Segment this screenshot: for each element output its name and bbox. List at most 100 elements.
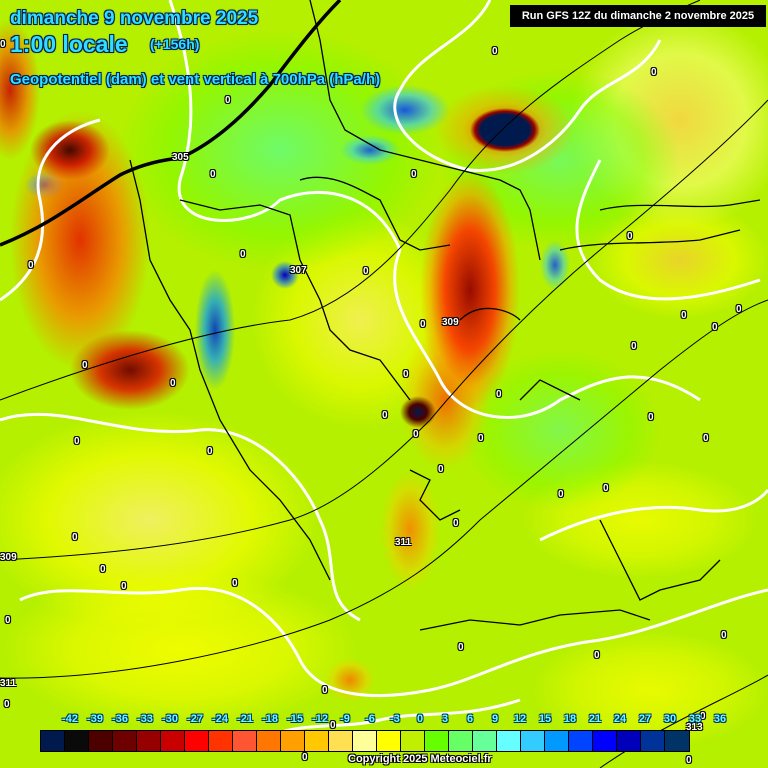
colorbar-tick-labels: -42 -39 -36 -33 -30 -27 -24 -21 -18 -15 -12 -9 -6 -3 0… xyxy=(40,713,740,727)
forecast-lead-time: (+156h) xyxy=(150,36,200,52)
zero-contour-label: 0 xyxy=(240,249,246,260)
colorbar-cell xyxy=(305,731,329,751)
forecast-date: dimanche 9 novembre 2025 xyxy=(10,8,259,29)
colorbar-tick: -33 xyxy=(137,713,153,725)
colorbar-cell xyxy=(449,731,473,751)
zero-contour-label: 0 xyxy=(703,433,709,444)
colorbar-tick: -39 xyxy=(87,713,103,725)
colorbar-tick: -27 xyxy=(187,713,203,725)
zero-contour-label: 0 xyxy=(492,46,498,57)
colorbar-cell xyxy=(593,731,617,751)
borders-coastlines xyxy=(129,0,761,631)
colorbar-cell xyxy=(89,731,113,751)
zero-contour-label: 0 xyxy=(712,322,718,333)
zero-contour-label: 0 xyxy=(382,410,388,421)
zero-contours xyxy=(0,0,768,742)
zero-contour-label: 0 xyxy=(322,685,328,696)
colorbar-cell xyxy=(353,731,377,751)
colorbar-cell xyxy=(521,731,545,751)
zero-contour-label: 0 xyxy=(72,532,78,543)
colorbar-tick: -15 xyxy=(287,713,303,725)
colorbar xyxy=(40,730,690,752)
colorbar-tick: 33 xyxy=(688,713,702,725)
zero-contour-label: 0 xyxy=(210,169,216,180)
zero-contour-label: 0 xyxy=(651,67,657,78)
colorbar-cell xyxy=(401,731,425,751)
colorbar-tick: 24 xyxy=(613,713,627,725)
colorbar-tick: -6 xyxy=(365,713,375,725)
zero-contour-label: 0 xyxy=(594,650,600,661)
zero-contour-label: 0 xyxy=(686,755,692,766)
colorbar-tick: 15 xyxy=(538,713,552,725)
colorbar-tick: 6 xyxy=(466,713,474,725)
zero-contour-label: 0 xyxy=(411,169,417,180)
zero-contour-label: 0 xyxy=(558,489,564,500)
colorbar-tick: -36 xyxy=(112,713,128,725)
zero-contour-label: 0 xyxy=(330,720,336,731)
zero-contour-label: 0 xyxy=(74,436,80,447)
colorbar-cell xyxy=(545,731,569,751)
colorbar-cell xyxy=(185,731,209,751)
zero-contour-label: 0 xyxy=(28,260,34,271)
zero-contour-label: 0 xyxy=(170,378,176,389)
parameter-title: Geopotentiel (dam) et vent vertical à 70… xyxy=(10,71,381,88)
colorbar-tick: 18 xyxy=(563,713,577,725)
colorbar-cell xyxy=(641,731,665,751)
colorbar-cell xyxy=(137,731,161,751)
colorbar-cell xyxy=(281,731,305,751)
colorbar-tick: -21 xyxy=(237,713,253,725)
zero-contour-label: 0 xyxy=(478,433,484,444)
geopotential-label: 307 xyxy=(290,265,307,276)
zero-contour-label: 0 xyxy=(458,642,464,653)
colorbar-cell xyxy=(161,731,185,751)
colorbar-cell xyxy=(617,731,641,751)
zero-contour-label: 0 xyxy=(225,95,231,106)
colorbar-tick: 0 xyxy=(416,713,424,725)
zero-contour-label: 0 xyxy=(82,360,88,371)
zero-contour-label: 0 xyxy=(627,231,633,242)
colorbar-tick: 36 xyxy=(713,713,727,725)
zero-contour-label: 0 xyxy=(5,615,11,626)
colorbar-tick: 12 xyxy=(513,713,527,725)
colorbar-tick: -9 xyxy=(340,713,350,725)
zero-contour-label: 0 xyxy=(403,369,409,380)
colorbar-cell xyxy=(113,731,137,751)
colorbar-tick: 27 xyxy=(638,713,652,725)
zero-contour-label: 0 xyxy=(496,389,502,400)
colorbar-tick: 21 xyxy=(588,713,602,725)
colorbar-cell xyxy=(209,731,233,751)
colorbar-tick: -30 xyxy=(162,713,178,725)
zero-contour-label: 0 xyxy=(681,310,687,321)
zero-contour-label: 0 xyxy=(413,429,419,440)
thick-isoline xyxy=(0,0,342,247)
geopotential-label: 305 xyxy=(172,152,189,163)
colorbar-cell xyxy=(569,731,593,751)
colorbar-tick: -3 xyxy=(390,713,400,725)
zero-contour-label: 0 xyxy=(631,341,637,352)
zero-contour-label: 0 xyxy=(603,483,609,494)
colorbar-cell xyxy=(473,731,497,751)
forecast-time: 1:00 locale xyxy=(10,31,128,57)
copyright-text: Copyright 2025 Meteociel.fr xyxy=(348,753,492,765)
zero-contour-label: 0 xyxy=(721,630,727,641)
colorbar-cell xyxy=(41,731,65,751)
geopotential-label: 309 xyxy=(0,552,17,563)
zero-contour-label: 0 xyxy=(0,39,6,50)
colorbar-cell xyxy=(497,731,521,751)
zero-contour-label: 0 xyxy=(232,578,238,589)
zero-contour-label: 0 xyxy=(700,711,706,722)
geopotential-label: 311 xyxy=(395,537,412,548)
zero-contour-label: 0 xyxy=(4,699,10,710)
zero-contour-label: 0 xyxy=(438,464,444,475)
run-info-box: Run GFS 12Z du dimanche 2 novembre 2025 xyxy=(510,5,766,27)
colorbar-cell xyxy=(425,731,449,751)
zero-contour-label: 0 xyxy=(121,581,127,592)
colorbar-tick: -42 xyxy=(62,713,78,725)
zero-contour-label: 0 xyxy=(648,412,654,423)
zero-contour-label: 0 xyxy=(100,564,106,575)
geopotential-label: 309 xyxy=(442,317,459,328)
zero-contour-label: 0 xyxy=(302,752,308,763)
